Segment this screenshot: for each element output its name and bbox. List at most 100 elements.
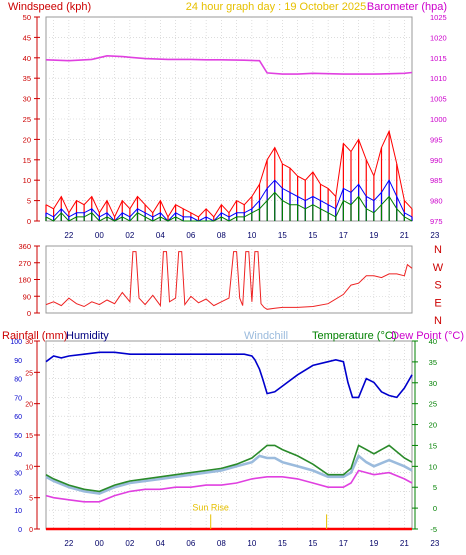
humidity-tick-label: 0 — [18, 527, 22, 534]
wind-tick-label: 30 — [23, 95, 31, 104]
direction-tick-label: 0 — [27, 309, 31, 318]
temp-x-tick-label: 04 — [156, 539, 165, 548]
temp-tick-label: -5 — [430, 525, 437, 534]
compass-label: W — [433, 262, 444, 274]
temp-x-tick-label: 06 — [186, 539, 195, 548]
wind-x-tick-label: 23 — [430, 231, 439, 240]
barometer-tick-label: 1010 — [430, 74, 447, 83]
wind-tick-label: 35 — [23, 74, 31, 83]
barometer-tick-label: 980 — [430, 197, 443, 206]
wind-tick-label: 0 — [27, 217, 31, 226]
wind-x-tick-label: 04 — [156, 231, 165, 240]
temp-tick-label: 15 — [429, 441, 437, 450]
barometer-tick-label: 990 — [430, 156, 443, 165]
rain-tick-label: 20 — [25, 402, 33, 409]
temp-tick-label: 20 — [429, 421, 437, 430]
rain-tick-label: 0 — [29, 527, 33, 534]
temp-x-tick-label: 00 — [95, 539, 104, 548]
direction-line — [45, 251, 413, 310]
wind-tick-label: 15 — [23, 156, 31, 165]
temp-x-tick-label: 02 — [125, 539, 134, 548]
temp-x-tick-label: 15 — [278, 539, 287, 548]
temp-tick-label: 40 — [429, 337, 437, 346]
wind-x-tick-label: 00 — [95, 231, 104, 240]
humidity-tick-label: 50 — [14, 433, 22, 440]
temp-tick-label: 25 — [429, 400, 437, 409]
humidity-tick-label: 100 — [10, 339, 22, 346]
temperature-title: Temperature (°C) — [312, 330, 396, 342]
wind-tick-label: 5 — [27, 197, 31, 206]
temp-x-tick-label: 08 — [217, 539, 226, 548]
barometer-tick-label: 995 — [430, 135, 443, 144]
wind-x-tick-label: 22 — [64, 231, 73, 240]
temp-tick-label: 0 — [433, 504, 437, 513]
wind-tick-label: 10 — [23, 176, 31, 185]
humidity-tick-label: 60 — [14, 414, 22, 421]
barometer-tick-label: 985 — [430, 176, 443, 185]
barometer-tick-label: 1000 — [430, 115, 447, 124]
barometer-tick-label: 1020 — [430, 33, 447, 42]
wind-minimum-line — [45, 191, 413, 222]
temp-x-tick-label: 23 — [430, 539, 439, 548]
wind-tick-label: 20 — [23, 135, 31, 144]
humidity-tick-label: 80 — [14, 377, 22, 384]
direction-tick-label: 180 — [18, 276, 31, 285]
windchill-line — [45, 453, 413, 495]
wind-gust-line — [45, 129, 413, 219]
windspeed-title: Windspeed (kph) — [8, 1, 91, 13]
windchill-title: Windchill — [244, 330, 288, 342]
wind-x-tick-label: 17 — [339, 231, 348, 240]
temp-x-tick-label: 22 — [64, 539, 73, 548]
wind-average-line — [45, 179, 413, 222]
humidity-tick-label: 40 — [14, 452, 22, 459]
graph-title: 24 hour graph day : 19 October 2025 — [186, 1, 366, 13]
direction-tick-label: 360 — [18, 242, 31, 251]
rain-tick-label: 10 — [25, 464, 33, 471]
temp-tick-label: 5 — [433, 483, 437, 492]
compass-label: N — [434, 315, 442, 327]
rain-tick-label: 5 — [29, 496, 33, 503]
temp-x-tick-label: 19 — [369, 539, 378, 548]
dewpoint-title: Dew Point (°C) — [391, 330, 464, 342]
humidity-tick-label: 70 — [14, 395, 22, 402]
wind-tick-label: 50 — [23, 13, 31, 22]
wind-x-tick-label: 21 — [400, 231, 409, 240]
wind-tick-label: 40 — [23, 54, 31, 63]
wind-x-tick-label: 10 — [247, 231, 256, 240]
wind-x-tick-label: 15 — [278, 231, 287, 240]
sunrise-label: Sun Rise — [192, 502, 229, 512]
temp-x-tick-label: 21 — [400, 539, 409, 548]
wind-x-tick-label: 08 — [217, 231, 226, 240]
temp-tick-label: 35 — [429, 358, 437, 367]
temp-tick-label: 30 — [429, 379, 437, 388]
wind-tick-label: 25 — [23, 115, 31, 124]
axis-labels: 0510152025303540455097598098599099510001… — [10, 13, 446, 548]
wind-barometer-line — [45, 54, 413, 75]
temperature-line — [45, 444, 413, 493]
temp-x-tick-label: 17 — [339, 539, 348, 548]
compass-label: S — [434, 280, 441, 292]
humidity-title: Humidity — [66, 330, 109, 342]
humidity-tick-label: 30 — [14, 471, 22, 478]
humidity-tick-label: 20 — [14, 489, 22, 496]
temp-x-tick-label: 15 — [308, 539, 317, 548]
direction-tick-label: 270 — [18, 259, 31, 268]
wind-x-tick-label: 06 — [186, 231, 195, 240]
compass-label: E — [434, 297, 441, 309]
temp-x-tick-label: 10 — [247, 539, 256, 548]
data-series — [45, 54, 413, 531]
axis-ticks — [34, 16, 418, 530]
barometer-tick-label: 975 — [430, 217, 443, 226]
wind-tick-label: 45 — [23, 33, 31, 42]
barometer-tick-label: 1015 — [430, 54, 447, 63]
humidity-line — [45, 351, 413, 399]
humidity-tick-label: 10 — [14, 508, 22, 515]
rainfall-title: Rainfall (mm) — [2, 330, 67, 342]
direction-tick-label: 90 — [23, 292, 31, 301]
barometer-title: Barometer (hpa) — [367, 1, 447, 13]
rain-tick-label: 15 — [25, 433, 33, 440]
rain-tick-label: 30 — [25, 339, 33, 346]
compass-label: N — [434, 244, 442, 256]
